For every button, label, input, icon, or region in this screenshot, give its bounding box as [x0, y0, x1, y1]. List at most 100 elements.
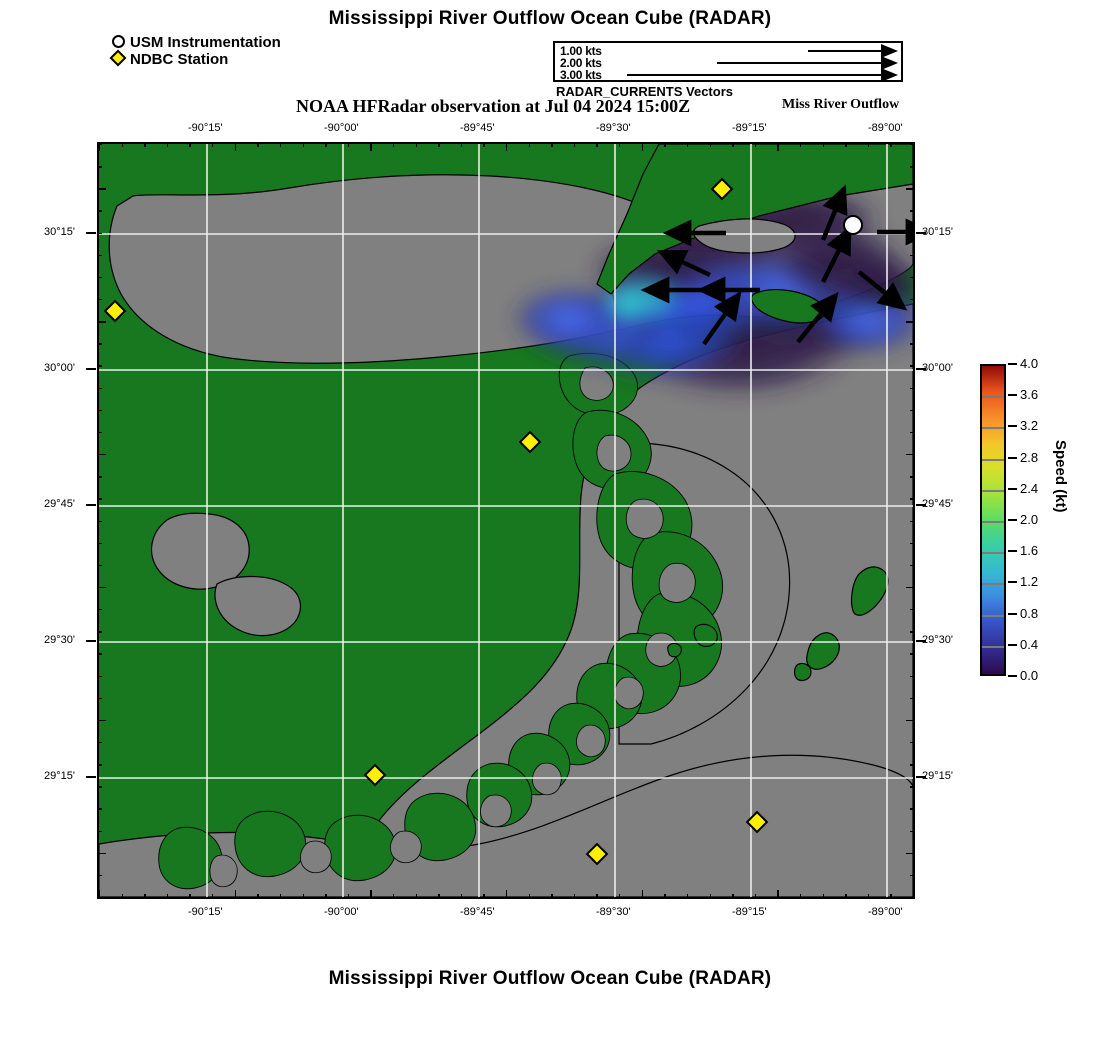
x-axis-label-bottom-1: -90°00' — [324, 906, 359, 918]
colorbar-tick — [1008, 550, 1017, 553]
y-tick-right — [910, 387, 915, 389]
y-tick-left — [97, 409, 102, 412]
x-tick-top — [913, 142, 915, 151]
y-tick-left — [97, 697, 102, 700]
x-tick-top — [686, 142, 689, 147]
current-vector — [656, 250, 711, 278]
x-tick-top — [483, 142, 485, 147]
colorbar-divider — [982, 645, 1004, 648]
x-tick-top — [822, 142, 824, 147]
legend-item-usm: USM Instrumentation — [110, 34, 281, 51]
y-tick-left — [97, 232, 102, 234]
y-major-tick-right — [916, 232, 926, 234]
x-tick-top — [438, 142, 440, 147]
x-tick-bottom — [325, 894, 327, 899]
x-tick-bottom — [460, 894, 463, 899]
map-gridlines — [99, 144, 913, 897]
colorbar-divider — [982, 396, 1004, 399]
y-axis-label-right-0: 30°15' — [922, 226, 953, 238]
x-tick-top — [664, 142, 666, 147]
y-tick-left — [97, 609, 102, 611]
x-tick-top — [370, 142, 372, 151]
current-vector — [857, 270, 908, 311]
delta-marsh — [158, 352, 724, 890]
y-tick-right — [910, 697, 915, 700]
vector-arrowhead-2 — [881, 56, 898, 70]
vector-line-3 — [627, 74, 881, 76]
x-tick-bottom — [573, 894, 576, 899]
vector-legend-caption: RADAR_CURRENTS Vectors — [556, 84, 733, 99]
x-axis-label-top-5: -89°00' — [868, 122, 903, 134]
usm-station-marker — [843, 215, 863, 235]
colorbar-tick — [1008, 675, 1017, 677]
vector-line-2 — [717, 62, 881, 64]
y-axis-label-left-1: 30°00' — [44, 362, 75, 374]
colorbar-tick — [1008, 394, 1017, 397]
x-tick-bottom — [732, 894, 734, 899]
y-tick-right — [906, 454, 915, 456]
y-tick-right — [910, 786, 915, 788]
ndbc-station-marker — [103, 299, 127, 323]
x-tick-bottom — [596, 894, 598, 899]
x-tick-bottom — [415, 894, 417, 899]
y-tick-left — [97, 387, 102, 389]
colorbar-tick-label: 1.6 — [1020, 543, 1039, 559]
usm-instrumentation-markers — [843, 215, 863, 235]
y-tick-right — [910, 631, 915, 633]
x-axis-label-top-2: -89°45' — [460, 122, 495, 134]
x-tick-bottom — [551, 894, 553, 899]
station-legend: USM Instrumentation NDBC Station — [109, 34, 281, 68]
x-axis-label-bottom-3: -89°30' — [596, 906, 631, 918]
colorbar-tick — [1008, 612, 1017, 615]
colorbar-divider — [982, 583, 1004, 586]
vector-scale-row-2: 2.00 kts — [555, 56, 901, 70]
current-vectors — [640, 184, 913, 346]
y-tick-left — [97, 897, 102, 899]
x-tick-bottom — [641, 890, 644, 899]
colorbar-tick — [1008, 363, 1017, 365]
colorbar-divider — [982, 521, 1004, 523]
y-tick-right — [910, 498, 915, 500]
y-tick-right — [910, 232, 915, 234]
x-axis-label-bottom-5: -89°00' — [868, 906, 903, 918]
y-major-tick-right — [916, 368, 926, 370]
y-axis-label-left-2: 29°45' — [44, 498, 75, 510]
x-tick-top — [121, 142, 123, 147]
y-major-tick-right — [916, 504, 926, 506]
colorbar-divider — [982, 427, 1004, 430]
y-axis-label-right-3: 29°30' — [922, 634, 953, 646]
y-tick-left — [97, 299, 102, 301]
map-canvas[interactable] — [97, 142, 915, 899]
y-tick-left — [97, 675, 102, 677]
colorbar-divider — [982, 458, 1004, 461]
x-tick-top — [234, 142, 237, 151]
y-tick-left — [97, 210, 102, 212]
x-axis-label-bottom-4: -89°15' — [732, 906, 767, 918]
colorbar-tick — [1008, 487, 1017, 490]
x-tick-bottom — [392, 894, 395, 899]
y-tick-left — [97, 144, 102, 146]
x-tick-top — [144, 142, 146, 147]
y-tick-left — [97, 808, 102, 810]
colorbar — [980, 364, 1006, 676]
y-major-tick-left — [86, 504, 96, 506]
x-tick-top — [867, 142, 870, 147]
x-tick-top — [347, 142, 350, 147]
y-tick-right — [910, 254, 915, 257]
x-tick-bottom — [257, 894, 259, 899]
x-tick-bottom — [664, 894, 666, 899]
colorbar-tick — [1008, 425, 1017, 428]
observation-title: NOAA HFRadar observation at Jul 04 2024 … — [296, 96, 691, 116]
x-tick-top — [573, 142, 576, 147]
x-tick-top — [777, 142, 779, 151]
y-tick-left — [97, 476, 102, 478]
vector-arrowhead-3 — [881, 68, 898, 82]
x-tick-top — [641, 142, 644, 151]
y-tick-right — [910, 542, 915, 545]
vector-scale-label-1: 1.00 kts — [560, 44, 602, 58]
y-tick-left — [97, 719, 106, 722]
x-tick-top — [754, 142, 757, 147]
y-tick-left — [97, 564, 102, 567]
x-tick-bottom — [234, 890, 237, 899]
y-tick-left — [97, 166, 102, 168]
